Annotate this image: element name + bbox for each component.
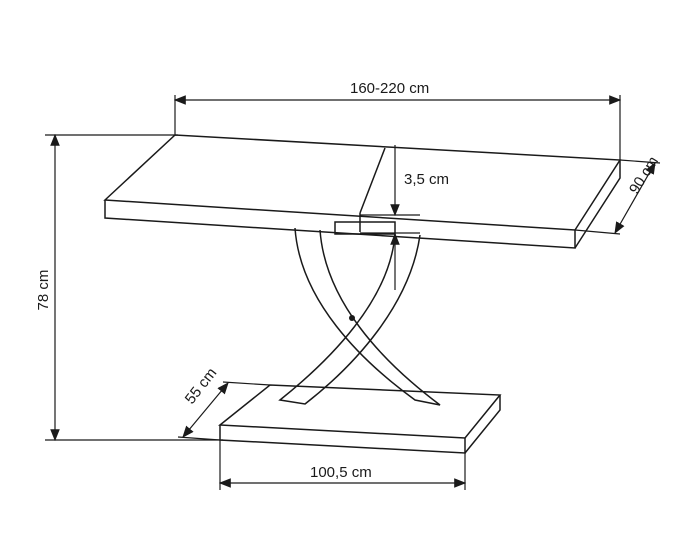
table-base — [220, 385, 500, 453]
dim-base-depth: 55 cm — [178, 365, 270, 440]
dim-base-depth-label: 55 cm — [182, 365, 221, 408]
dim-depth-label: 90 cm — [626, 153, 662, 197]
dim-length-label: 160-220 cm — [350, 80, 429, 97]
dim-thickness-label: 3,5 cm — [404, 171, 449, 188]
table-dimension-diagram: 160-220 cm 90 cm 78 cm 3,5 cm 55 cm 100,… — [0, 0, 700, 550]
dim-height-label: 78 cm — [35, 270, 52, 311]
dim-base-width: 100,5 cm — [220, 440, 465, 490]
dim-depth: 90 cm — [575, 153, 662, 234]
table-top — [105, 135, 620, 248]
table-x-legs — [280, 222, 440, 405]
dim-base-width-label: 100,5 cm — [310, 464, 372, 481]
